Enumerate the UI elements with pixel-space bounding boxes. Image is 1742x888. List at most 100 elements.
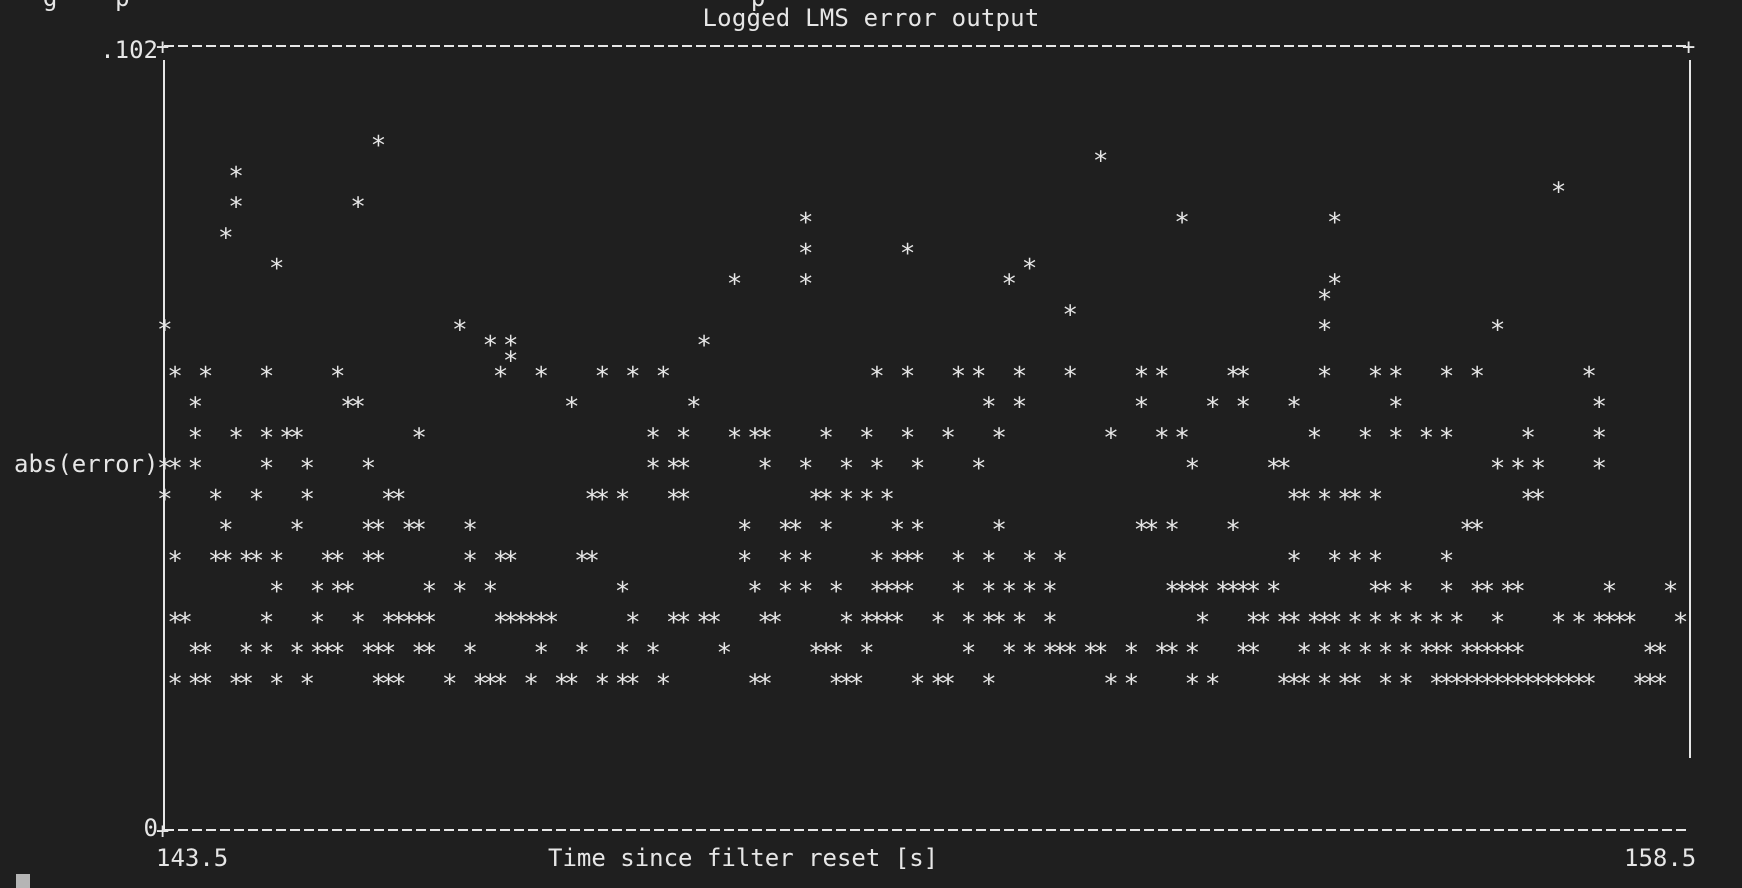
data-point-96: * xyxy=(299,454,315,484)
data-point-124: * xyxy=(676,485,692,515)
data-point-309: * xyxy=(1001,639,1017,669)
data-point-215: * xyxy=(1225,577,1241,607)
data-point-307: * xyxy=(859,639,875,669)
data-point-74: * xyxy=(727,423,743,453)
data-point-90: * xyxy=(1520,423,1536,453)
data-point-157: * xyxy=(1469,516,1485,546)
data-point-86: * xyxy=(1358,423,1374,453)
data-point-69: * xyxy=(279,423,295,453)
data-point-328: * xyxy=(1419,639,1435,669)
data-point-180: * xyxy=(951,546,967,576)
data-point-297: * xyxy=(422,639,438,669)
data-point-316: * xyxy=(1124,639,1140,669)
data-point-267: * xyxy=(1286,608,1302,638)
data-point-242: * xyxy=(523,608,539,638)
data-point-240: * xyxy=(503,608,519,638)
data-point-345: * xyxy=(299,669,315,699)
data-point-356: * xyxy=(595,669,611,699)
data-point-136: * xyxy=(1520,485,1536,515)
data-point-272: * xyxy=(1368,608,1384,638)
data-point-313: * xyxy=(1062,639,1078,669)
data-point-258: * xyxy=(961,608,977,638)
data-point-376: * xyxy=(1317,669,1333,699)
data-point-134: * xyxy=(1347,485,1363,515)
data-point-100: * xyxy=(676,454,692,484)
data-point-319: * xyxy=(1185,639,1201,669)
data-point-109: * xyxy=(1276,454,1292,484)
data-point-12: * xyxy=(1093,147,1109,177)
data-point-77: * xyxy=(818,423,834,453)
data-point-268: * xyxy=(1307,608,1323,638)
data-point-137: * xyxy=(1530,485,1546,515)
data-point-294: * xyxy=(371,639,387,669)
data-point-207: * xyxy=(1001,577,1017,607)
plot-frame: + + + xyxy=(156,35,1695,844)
data-point-32: * xyxy=(330,362,346,392)
data-point-10: * xyxy=(503,331,519,361)
data-point-186: * xyxy=(1347,546,1363,576)
data-point-51: * xyxy=(1469,362,1485,392)
data-point-189: * xyxy=(269,577,285,607)
data-point-276: * xyxy=(1449,608,1465,638)
data-point-375: * xyxy=(1296,669,1312,699)
data-point-163: * xyxy=(269,546,285,576)
data-point-193: * xyxy=(422,577,438,607)
data-point-197: * xyxy=(747,577,763,607)
data-point-194: * xyxy=(452,577,468,607)
data-point-120: * xyxy=(584,485,600,515)
data-point-57: * xyxy=(686,393,702,423)
data-point-98: * xyxy=(645,454,661,484)
data-point-182: * xyxy=(1022,546,1038,576)
data-point-387: * xyxy=(1490,669,1506,699)
y-axis-label: abs(error) xyxy=(14,450,159,478)
data-point-30: * xyxy=(198,362,214,392)
block-cursor-icon xyxy=(16,874,30,888)
data-point-350: * xyxy=(472,669,488,699)
data-point-264: * xyxy=(1246,608,1262,638)
data-point-337: * xyxy=(1642,639,1658,669)
data-point-9: * xyxy=(493,362,509,392)
data-point-338: * xyxy=(1653,639,1669,669)
data-point-218: * xyxy=(1266,577,1282,607)
data-point-225: * xyxy=(1500,577,1516,607)
data-point-79: * xyxy=(900,423,916,453)
data-point-219: * xyxy=(1368,577,1384,607)
data-point-235: * xyxy=(391,608,407,638)
data-point-248: * xyxy=(696,608,712,638)
data-point-83: * xyxy=(1154,423,1170,453)
data-point-388: * xyxy=(1500,669,1516,699)
data-point-177: * xyxy=(890,546,906,576)
data-point-172: * xyxy=(584,546,600,576)
data-point-58: * xyxy=(981,393,997,423)
data-point-371: * xyxy=(1185,669,1201,699)
data-point-62: * xyxy=(1235,393,1251,423)
data-point-26: * xyxy=(1001,270,1017,300)
data-point-394: * xyxy=(1561,669,1577,699)
data-point-198: * xyxy=(778,577,794,607)
data-point-285: * xyxy=(188,639,204,669)
data-point-253: * xyxy=(859,608,875,638)
data-point-110: * xyxy=(1490,454,1506,484)
data-point-106: * xyxy=(971,454,987,484)
data-point-368: * xyxy=(981,669,997,699)
data-point-14: * xyxy=(798,208,814,238)
data-point-178: * xyxy=(900,546,916,576)
data-point-323: * xyxy=(1317,639,1333,669)
data-point-383: * xyxy=(1449,669,1465,699)
data-point-159: * xyxy=(208,546,224,576)
data-point-341: * xyxy=(198,669,214,699)
data-point-17: * xyxy=(900,239,916,269)
data-point-255: * xyxy=(879,608,895,638)
data-point-129: * xyxy=(879,485,895,515)
data-point-107: * xyxy=(1185,454,1201,484)
data-point-390: * xyxy=(1520,669,1536,699)
data-point-351: * xyxy=(483,669,499,699)
data-point-330: * xyxy=(1439,639,1455,669)
data-point-112: * xyxy=(1530,454,1546,484)
data-point-211: * xyxy=(1174,577,1190,607)
data-point-373: * xyxy=(1276,669,1292,699)
data-point-89: * xyxy=(1439,423,1455,453)
data-point-348: * xyxy=(391,669,407,699)
data-point-251: * xyxy=(767,608,783,638)
